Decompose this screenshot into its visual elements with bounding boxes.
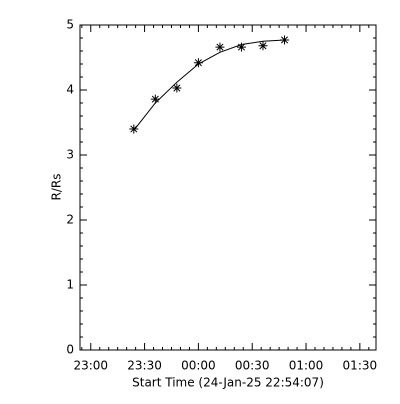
x-tick-label: 23:00 bbox=[73, 359, 108, 373]
y-tick-label: 5 bbox=[66, 18, 74, 32]
x-tick-label: 23:30 bbox=[127, 359, 162, 373]
y-tick-label: 1 bbox=[66, 278, 74, 292]
plot-frame bbox=[79, 24, 377, 351]
x-tick-label: 00:00 bbox=[181, 359, 216, 373]
y-tick-label: 2 bbox=[66, 213, 74, 227]
x-tick-label: 01:30 bbox=[343, 359, 378, 373]
x-axis-label: Start Time (24-Jan-25 22:54:07) bbox=[132, 376, 324, 390]
y-tick-label: 0 bbox=[66, 343, 74, 357]
data-point bbox=[150, 94, 160, 104]
data-point bbox=[215, 42, 225, 52]
x-tick-label: 00:30 bbox=[235, 359, 270, 373]
data-point bbox=[258, 41, 268, 51]
fit-curve bbox=[133, 39, 285, 131]
data-point bbox=[236, 42, 246, 52]
y-tick-label: 3 bbox=[66, 148, 74, 162]
data-point bbox=[193, 58, 203, 68]
data-point bbox=[172, 83, 182, 93]
data-point bbox=[129, 124, 139, 134]
y-axis-label: R/Rs bbox=[50, 174, 64, 201]
x-tick-label: 01:00 bbox=[289, 359, 324, 373]
y-tick-label: 4 bbox=[66, 83, 74, 97]
